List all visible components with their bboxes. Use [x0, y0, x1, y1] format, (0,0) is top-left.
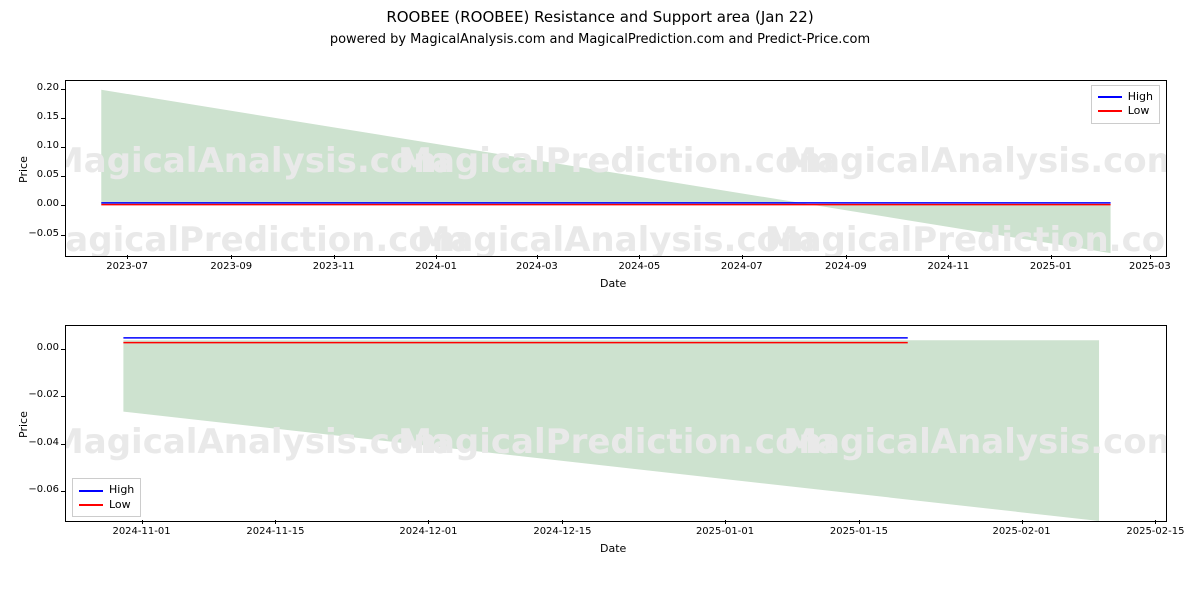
ytick-label: −0.06 [28, 484, 59, 495]
bottom-subplot: MagicalAnalysis.comMagicalPrediction.com… [65, 325, 1167, 522]
top-ylabel: Price [17, 156, 30, 183]
xtick-label: 2023-09 [210, 261, 252, 272]
ytick-label: 0.05 [37, 169, 59, 180]
xtick [275, 520, 276, 524]
ytick [61, 176, 65, 177]
ytick [61, 396, 65, 397]
ytick-label: −0.05 [28, 228, 59, 239]
ytick-label: 0.20 [37, 82, 59, 93]
legend-item: High [1098, 90, 1153, 104]
xtick [846, 255, 847, 259]
xtick-label: 2024-11-15 [246, 526, 304, 537]
legend-label: High [109, 483, 134, 497]
ytick-label: −0.04 [28, 437, 59, 448]
xtick [428, 520, 429, 524]
xtick [725, 520, 726, 524]
lines-svg [66, 326, 1166, 521]
subtitle-text: powered by MagicalAnalysis.com and Magic… [330, 32, 870, 47]
ytick [61, 349, 65, 350]
xtick-label: 2024-12-15 [533, 526, 591, 537]
title-text: ROOBEE (ROOBEE) Resistance and Support a… [386, 8, 813, 26]
legend-label: Low [109, 498, 131, 512]
xtick [1155, 520, 1156, 524]
ytick [61, 235, 65, 236]
xtick-label: 2025-01-15 [830, 526, 888, 537]
ytick-label: 0.15 [37, 111, 59, 122]
legend-label: Low [1128, 104, 1150, 118]
xtick-label: 2025-03 [1129, 261, 1171, 272]
xtick-label: 2023-07 [106, 261, 148, 272]
ytick-label: −0.02 [28, 389, 59, 400]
xtick-label: 2024-03 [516, 261, 558, 272]
ytick-label: 0.00 [37, 198, 59, 209]
xtick [742, 255, 743, 259]
legend-swatch [79, 490, 103, 492]
legend-item: Low [79, 498, 134, 512]
xtick-label: 2024-07 [721, 261, 763, 272]
xtick [562, 520, 563, 524]
legend-item: Low [1098, 104, 1153, 118]
xtick-label: 2024-11-01 [112, 526, 170, 537]
ytick [61, 147, 65, 148]
lines-svg [66, 81, 1166, 256]
ytick [61, 444, 65, 445]
ytick-label: 0.10 [37, 140, 59, 151]
ytick [61, 89, 65, 90]
xtick [127, 255, 128, 259]
xtick-label: 2024-01 [415, 261, 457, 272]
bottom-plot-area: MagicalAnalysis.comMagicalPrediction.com… [66, 326, 1166, 521]
bottom-xlabel: Date [600, 542, 626, 555]
legend-swatch [1098, 96, 1122, 98]
ytick-label: 0.00 [37, 342, 59, 353]
ytick [61, 118, 65, 119]
top-plot-area: MagicalAnalysis.comMagicalPrediction.com… [66, 81, 1166, 256]
legend-swatch [1098, 110, 1122, 112]
xtick-label: 2025-01 [1030, 261, 1072, 272]
legend-label: High [1128, 90, 1153, 104]
bottom-ylabel: Price [17, 411, 30, 438]
xtick [231, 255, 232, 259]
xtick-label: 2024-05 [618, 261, 660, 272]
legend: HighLow [1091, 85, 1160, 124]
xtick [1022, 520, 1023, 524]
xtick-label: 2023-11 [313, 261, 355, 272]
ytick [61, 205, 65, 206]
xtick [639, 255, 640, 259]
top-xlabel: Date [600, 277, 626, 290]
xtick-label: 2024-12-01 [399, 526, 457, 537]
xtick [142, 520, 143, 524]
xtick [1150, 255, 1151, 259]
xtick [859, 520, 860, 524]
chart-subtitle: powered by MagicalAnalysis.com and Magic… [0, 32, 1200, 47]
figure: ROOBEE (ROOBEE) Resistance and Support a… [0, 0, 1200, 600]
xtick-label: 2025-02-01 [992, 526, 1050, 537]
chart-title: ROOBEE (ROOBEE) Resistance and Support a… [0, 8, 1200, 26]
legend: HighLow [72, 478, 141, 517]
xtick [436, 255, 437, 259]
xtick-label: 2024-09 [825, 261, 867, 272]
xtick-label: 2025-02-15 [1126, 526, 1184, 537]
top-subplot: MagicalAnalysis.comMagicalPrediction.com… [65, 80, 1167, 257]
xtick [1051, 255, 1052, 259]
xtick [334, 255, 335, 259]
xtick [948, 255, 949, 259]
legend-swatch [79, 504, 103, 506]
ytick [61, 491, 65, 492]
legend-item: High [79, 483, 134, 497]
xtick [537, 255, 538, 259]
xtick-label: 2024-11 [927, 261, 969, 272]
xtick-label: 2025-01-01 [696, 526, 754, 537]
